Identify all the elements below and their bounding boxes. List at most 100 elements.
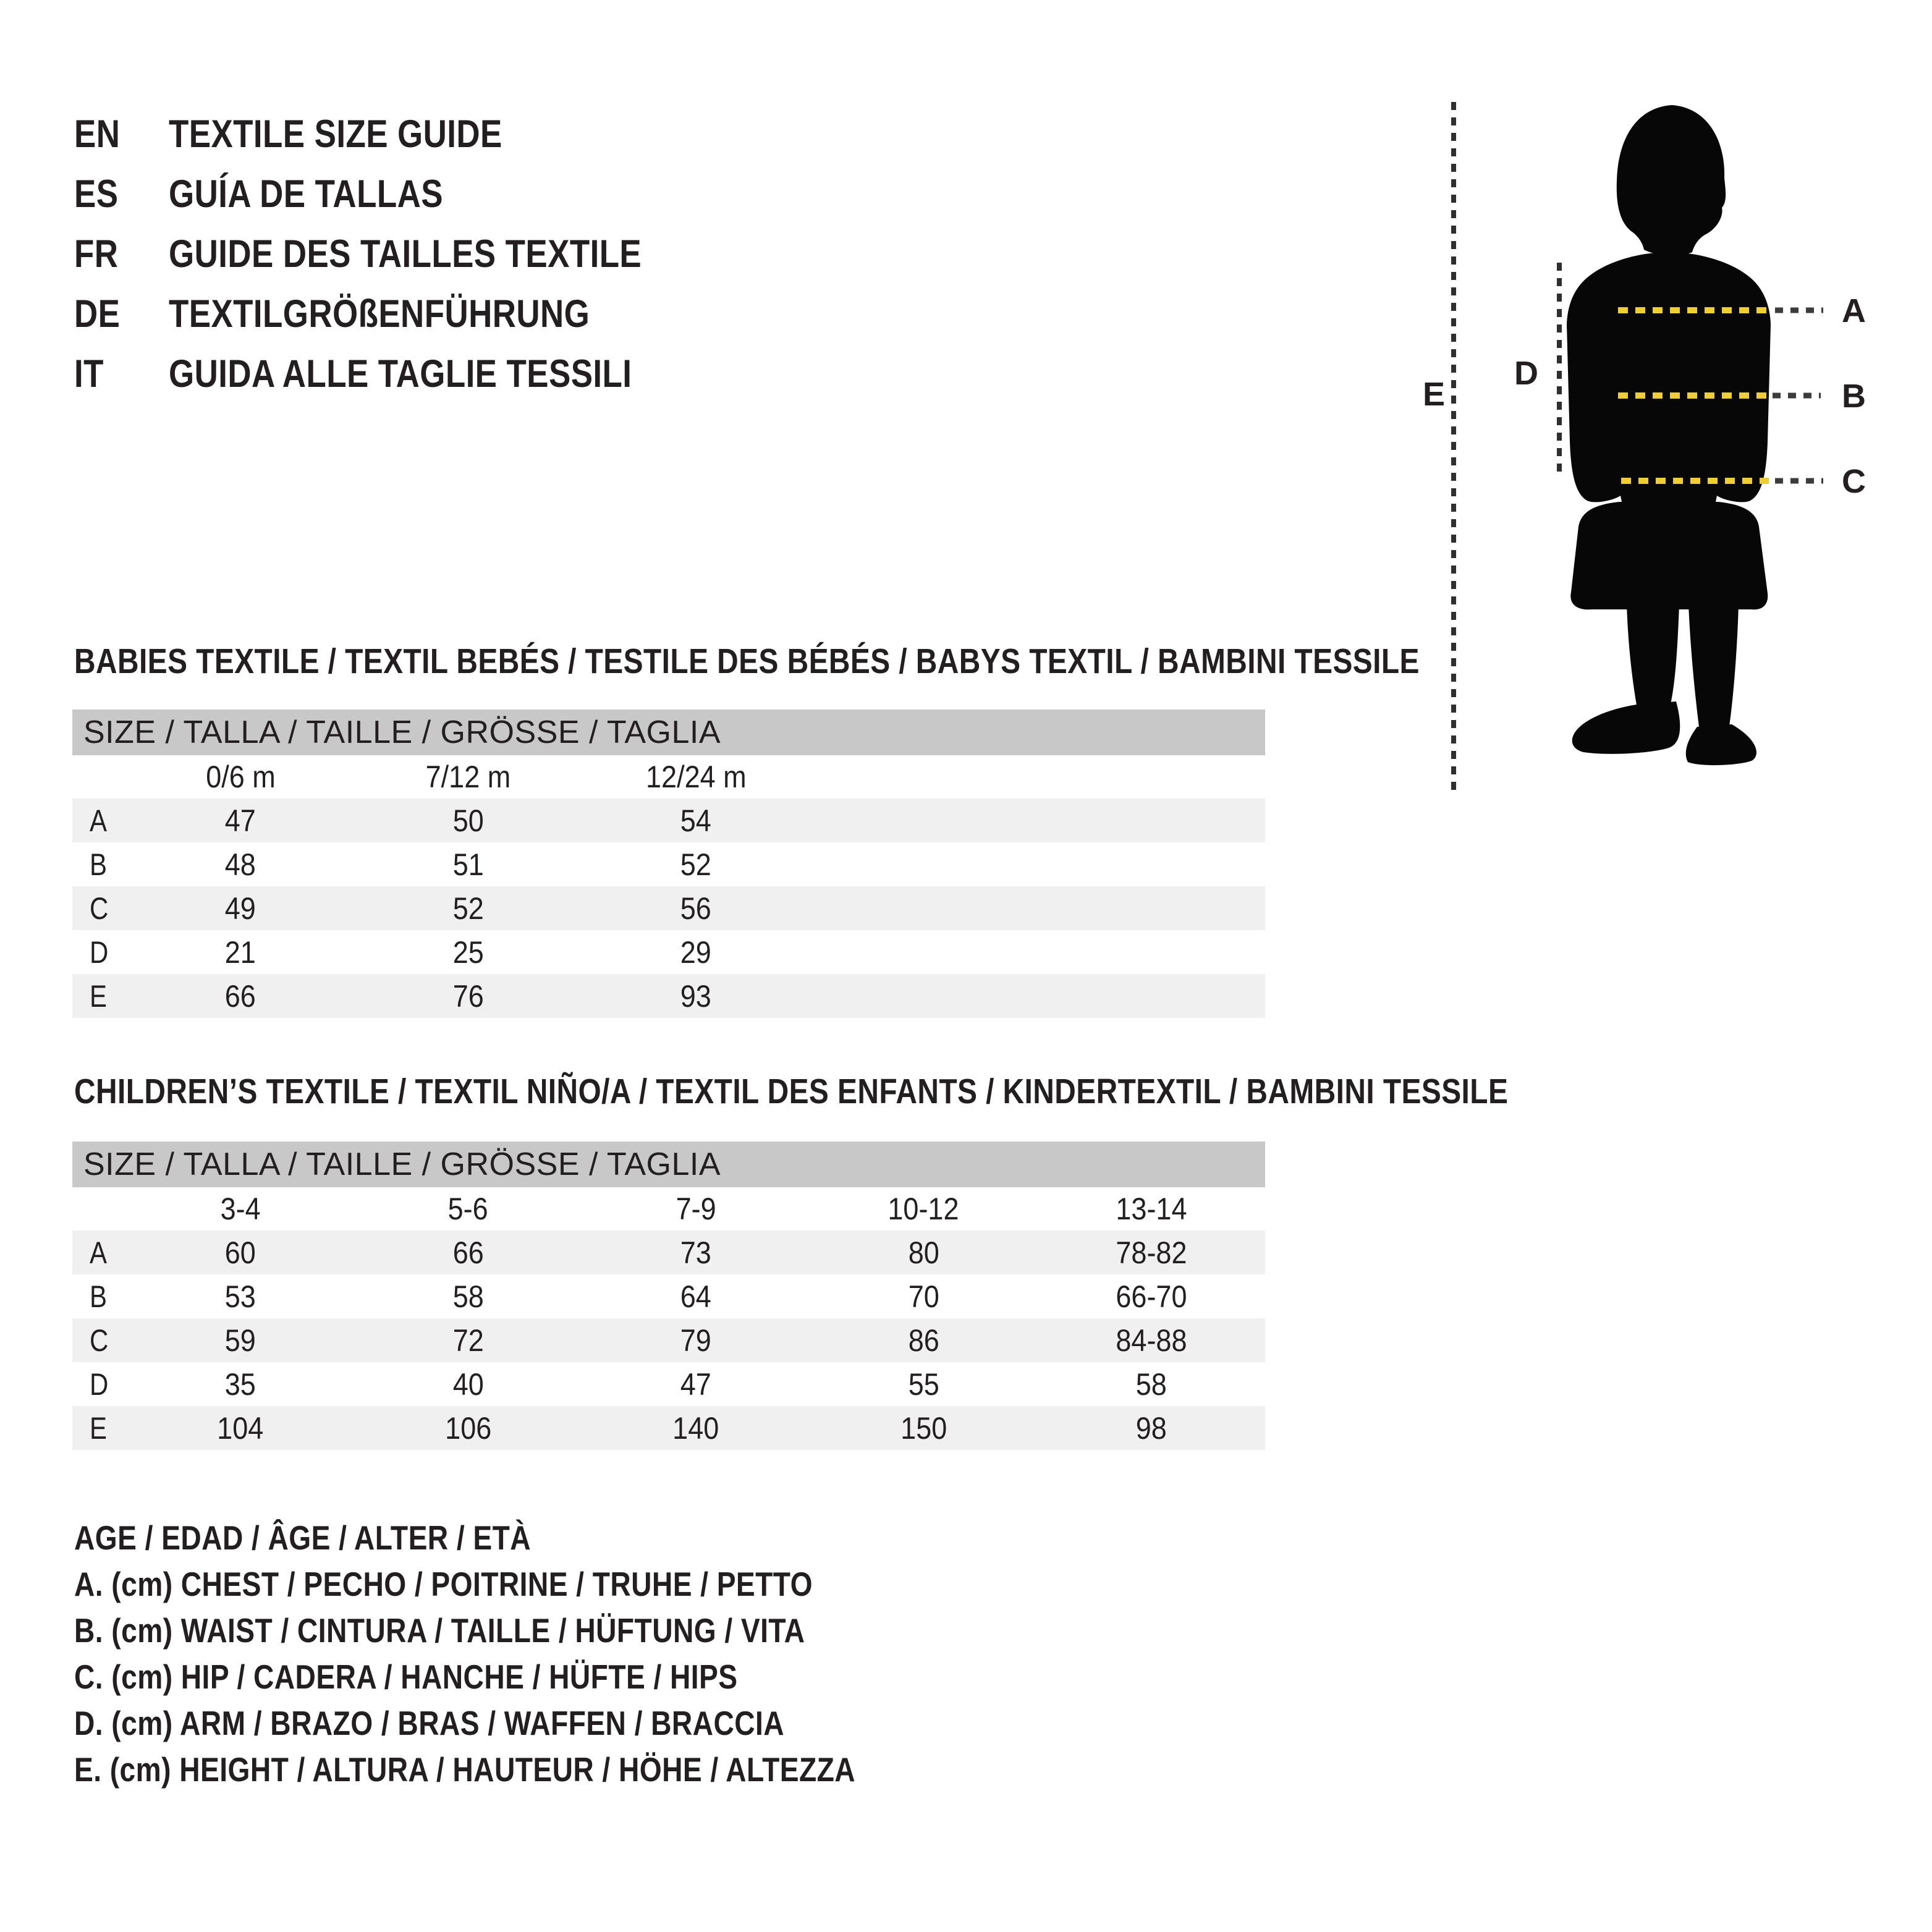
cell-value: 64 bbox=[680, 1279, 712, 1314]
legend-line-waist: B. (cm) WAIST / CINTURA / TAILLE / HÜFTU… bbox=[74, 1611, 805, 1650]
column-header: 7/12 m bbox=[425, 760, 511, 794]
column-header: 3-4 bbox=[220, 1192, 261, 1226]
cell-value: 66 bbox=[225, 978, 256, 1014]
legend-line-age: AGE / EDAD / ÂGE / ALTER / ETÀ bbox=[74, 1518, 532, 1557]
legend-line-chest: A. (cm) CHEST / PECHO / POITRINE / TRUHE… bbox=[74, 1564, 813, 1603]
babies-section-title: BABIES TEXTILE / TEXTIL BEBÉS / TESTILE … bbox=[74, 642, 1420, 681]
cell-value: 47 bbox=[225, 803, 256, 838]
cell-value: 80 bbox=[908, 1235, 939, 1270]
table-row: D 21 25 29 bbox=[72, 930, 1265, 974]
babies-column-headers: 0/6 m 7/12 m 12/24 m bbox=[72, 755, 1265, 799]
language-code: FR bbox=[74, 232, 119, 276]
cell-value: 56 bbox=[680, 891, 712, 926]
children-size-table: SIZE / TALLA / TAILLE / GRÖSSE / TAGLIA … bbox=[72, 1142, 1265, 1450]
table-row: B 48 51 52 bbox=[72, 842, 1265, 886]
cell-value: 104 bbox=[217, 1410, 264, 1446]
table-row: C 49 52 56 bbox=[72, 886, 1265, 930]
cell-value: 106 bbox=[445, 1410, 492, 1446]
cell-value: 51 bbox=[452, 847, 484, 882]
cell-value: 93 bbox=[680, 978, 712, 1014]
column-header: 10-12 bbox=[888, 1192, 959, 1226]
cell-value: 72 bbox=[452, 1323, 484, 1358]
language-code: IT bbox=[74, 352, 104, 396]
table-row: D 35 40 47 55 58 bbox=[72, 1362, 1265, 1406]
language-code: DE bbox=[74, 292, 121, 336]
cell-value: 60 bbox=[225, 1235, 256, 1270]
figure-label-e: E bbox=[1423, 376, 1445, 413]
column-header: 5-6 bbox=[448, 1192, 489, 1226]
row-label: B bbox=[90, 1279, 108, 1314]
guide-title-fr: GUIDE DES TAILLES TEXTILE bbox=[169, 232, 642, 276]
column-header: 12/24 m bbox=[645, 760, 747, 794]
table-row: A 60 66 73 80 78-82 bbox=[72, 1231, 1265, 1274]
cell-value: 52 bbox=[680, 847, 712, 882]
cell-value: 55 bbox=[908, 1366, 939, 1402]
measurement-legend: AGE / EDAD / ÂGE / ALTER / ETÀ A. (cm) C… bbox=[74, 1514, 1004, 1792]
cell-value: 58 bbox=[452, 1279, 484, 1314]
children-size-header-bar: SIZE / TALLA / TAILLE / GRÖSSE / TAGLIA bbox=[72, 1142, 1265, 1187]
figure-label-c: C bbox=[1842, 463, 1866, 500]
guide-title-it: GUIDA ALLE TAGLIE TESSILI bbox=[169, 352, 632, 396]
children-section-title: CHILDREN’S TEXTILE / TEXTIL NIÑO/A / TEX… bbox=[74, 1072, 1509, 1111]
row-label: E bbox=[90, 978, 108, 1014]
row-label: B bbox=[90, 847, 108, 882]
figure-label-d: D bbox=[1514, 355, 1538, 392]
legend-line-height: E. (cm) HEIGHT / ALTURA / HAUTEUR / HÖHE… bbox=[74, 1750, 856, 1789]
cell-value: 25 bbox=[452, 934, 484, 970]
column-header: 7-9 bbox=[676, 1192, 716, 1226]
cell-value: 73 bbox=[680, 1235, 712, 1270]
row-label: A bbox=[90, 1235, 108, 1270]
row-label: E bbox=[90, 1410, 108, 1446]
language-row: FR GUIDE DES TAILLES TEXTILE bbox=[74, 224, 732, 284]
cell-value: 50 bbox=[452, 803, 484, 838]
cell-value: 29 bbox=[680, 934, 712, 970]
row-label: C bbox=[90, 1323, 109, 1358]
language-row: ES GUÍA DE TALLAS bbox=[74, 164, 732, 224]
cell-value: 52 bbox=[452, 891, 484, 926]
row-label: C bbox=[90, 891, 109, 926]
table-row: A 47 50 54 bbox=[72, 799, 1265, 842]
cell-value: 47 bbox=[680, 1366, 712, 1402]
cell-value: 53 bbox=[225, 1279, 256, 1314]
legend-line-arm: D. (cm) ARM / BRAZO / BRAS / WAFFEN / BR… bbox=[74, 1703, 785, 1742]
cell-value: 76 bbox=[452, 978, 484, 1014]
children-column-headers: 3-4 5-6 7-9 10-12 13-14 bbox=[72, 1187, 1265, 1231]
figure-label-b: B bbox=[1842, 378, 1866, 415]
cell-value: 54 bbox=[680, 803, 712, 838]
cell-value: 58 bbox=[1135, 1366, 1167, 1402]
cell-value: 70 bbox=[908, 1279, 939, 1314]
cell-value: 86 bbox=[908, 1323, 939, 1358]
cell-value: 150 bbox=[900, 1410, 947, 1446]
legend-line-hip: C. (cm) HIP / CADERA / HANCHE / HÜFTE / … bbox=[74, 1657, 738, 1696]
column-header: 0/6 m bbox=[205, 760, 276, 794]
cell-value: 66-70 bbox=[1116, 1279, 1187, 1314]
guide-title-es: GUÍA DE TALLAS bbox=[169, 172, 443, 216]
cell-value: 35 bbox=[225, 1366, 256, 1402]
language-code: ES bbox=[74, 172, 119, 216]
language-code: EN bbox=[74, 112, 121, 156]
cell-value: 66 bbox=[452, 1235, 484, 1270]
table-row: E 104 106 140 150 98 bbox=[72, 1406, 1265, 1450]
table-row: E 66 76 93 bbox=[72, 974, 1265, 1018]
cell-value: 48 bbox=[225, 847, 256, 882]
cell-value: 140 bbox=[672, 1410, 719, 1446]
cell-value: 78-82 bbox=[1116, 1235, 1187, 1270]
language-title-block: EN TEXTILE SIZE GUIDE ES GUÍA DE TALLAS … bbox=[74, 104, 732, 404]
row-label: A bbox=[90, 803, 108, 838]
measurement-diagram: A B C D E bbox=[1423, 102, 1866, 794]
row-label: D bbox=[90, 1366, 109, 1402]
table-row: C 59 72 79 86 84-88 bbox=[72, 1318, 1265, 1362]
cell-value: 98 bbox=[1135, 1410, 1167, 1446]
guide-title-en: TEXTILE SIZE GUIDE bbox=[169, 112, 502, 156]
column-header: 13-14 bbox=[1116, 1192, 1187, 1226]
child-silhouette-icon bbox=[1567, 105, 1771, 766]
language-row: IT GUIDA ALLE TAGLIE TESSILI bbox=[74, 344, 732, 404]
cell-value: 40 bbox=[452, 1366, 484, 1402]
language-row: DE TEXTILGRÖßENFÜHRUNG bbox=[74, 284, 732, 344]
cell-value: 84-88 bbox=[1116, 1323, 1187, 1358]
language-row: EN TEXTILE SIZE GUIDE bbox=[74, 104, 732, 164]
figure-label-a: A bbox=[1842, 292, 1866, 329]
cell-value: 49 bbox=[225, 891, 256, 926]
row-label: D bbox=[90, 934, 109, 970]
